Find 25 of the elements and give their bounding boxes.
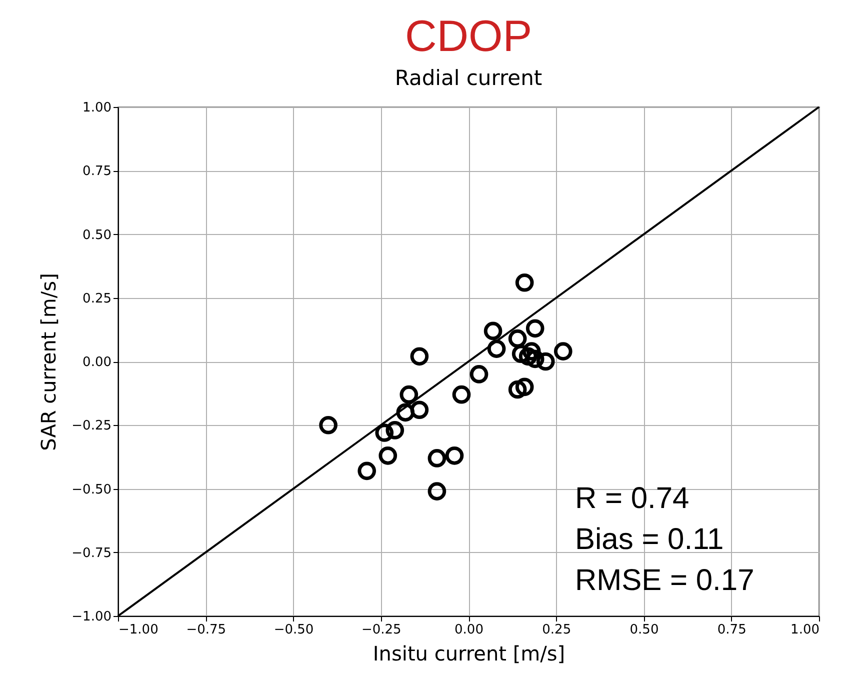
x-tick-label: −0.25 xyxy=(361,622,402,638)
y-tick-label: 0.75 xyxy=(82,164,112,180)
y-tick-label: −0.75 xyxy=(72,546,112,561)
x-tick-label: −0.75 xyxy=(186,622,226,638)
annotation: Bias = 0.11 xyxy=(575,523,724,556)
x-tick-label: 0.75 xyxy=(717,622,746,638)
annotation: R = 0.74 xyxy=(575,482,690,515)
chart-subtitle: Radial current xyxy=(394,66,542,90)
x-tick-label: 1.00 xyxy=(790,622,820,638)
x-tick-label: −1.00 xyxy=(118,622,158,638)
y-tick-label: −0.50 xyxy=(72,482,112,498)
y-tick-label: 0.25 xyxy=(82,291,112,306)
y-tick-label: 1.00 xyxy=(82,100,112,116)
y-tick-label: 0.50 xyxy=(82,228,112,243)
x-axis-title: Insitu current [m/s] xyxy=(372,642,566,666)
x-tick-label: 0.00 xyxy=(454,622,484,638)
chart-title: CDOP xyxy=(404,12,532,61)
x-tick-label: −0.50 xyxy=(274,622,314,638)
y-tick-label: 0.00 xyxy=(82,355,112,370)
annotation: RMSE = 0.17 xyxy=(575,564,754,597)
x-tick-label: 0.25 xyxy=(542,622,572,638)
y-tick-label: −0.25 xyxy=(72,418,112,434)
y-axis-title: SAR current [m/s] xyxy=(36,273,61,451)
y-tick-label: −1.00 xyxy=(72,610,112,624)
x-tick-label: 0.50 xyxy=(630,622,659,638)
